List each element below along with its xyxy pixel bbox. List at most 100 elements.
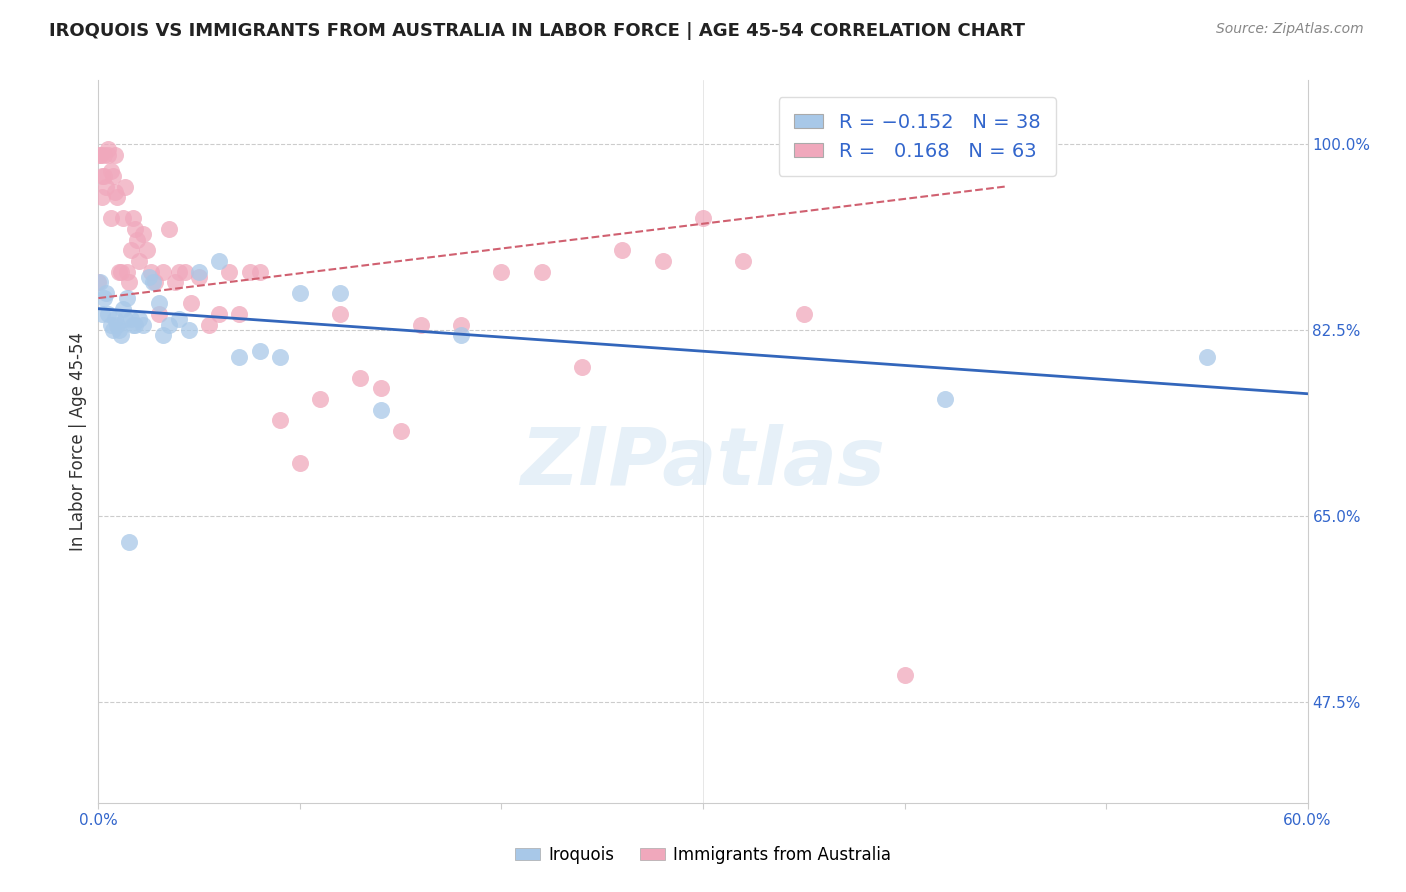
Point <box>89 147 111 161</box>
Point <box>96 179 118 194</box>
Point <box>91 169 114 183</box>
Point <box>143 275 166 289</box>
Point <box>409 318 432 332</box>
Point <box>93 291 115 305</box>
Point <box>389 424 412 438</box>
Point <box>97 147 120 161</box>
Point <box>91 190 114 204</box>
Point <box>103 147 125 161</box>
Point <box>100 211 122 226</box>
Point <box>107 323 129 337</box>
Text: Source: ZipAtlas.com: Source: ZipAtlas.com <box>1216 22 1364 37</box>
Point <box>93 147 115 161</box>
Point <box>239 264 262 278</box>
Point <box>329 307 352 321</box>
Point <box>269 413 291 427</box>
Y-axis label: In Labor Force | Age 45-54: In Labor Force | Age 45-54 <box>69 332 87 551</box>
Point <box>124 318 146 332</box>
Point <box>118 275 141 289</box>
Point <box>125 233 148 247</box>
Point <box>188 264 211 278</box>
Legend: R = −0.152   N = 38, R =   0.168   N = 63: R = −0.152 N = 38, R = 0.168 N = 63 <box>779 97 1056 176</box>
Point <box>105 190 128 204</box>
Point <box>491 264 513 278</box>
Point <box>692 211 714 226</box>
Point <box>288 285 311 300</box>
Point <box>180 296 202 310</box>
Text: ZIPatlas: ZIPatlas <box>520 425 886 502</box>
Point <box>114 312 136 326</box>
Point <box>148 307 170 321</box>
Point <box>89 275 111 289</box>
Point <box>893 668 915 682</box>
Point <box>121 211 143 226</box>
Point <box>198 318 221 332</box>
Point <box>118 535 141 549</box>
Point <box>450 328 472 343</box>
Point <box>101 169 124 183</box>
Point <box>97 142 120 156</box>
Point <box>167 312 190 326</box>
Point <box>96 285 118 300</box>
Point <box>179 323 201 337</box>
Point <box>793 307 815 321</box>
Point <box>530 264 553 278</box>
Point <box>114 179 136 194</box>
Point <box>288 456 311 470</box>
Point <box>115 291 138 305</box>
Point <box>208 307 231 321</box>
Point <box>91 307 114 321</box>
Point <box>249 344 271 359</box>
Point <box>89 147 111 161</box>
Point <box>571 360 593 375</box>
Point <box>218 264 240 278</box>
Point <box>249 264 271 278</box>
Point <box>450 318 472 332</box>
Legend: Iroquois, Immigrants from Australia: Iroquois, Immigrants from Australia <box>509 839 897 871</box>
Point <box>329 285 352 300</box>
Point <box>167 264 190 278</box>
Point <box>93 169 115 183</box>
Point <box>103 185 125 199</box>
Point <box>97 307 120 321</box>
Point <box>100 163 122 178</box>
Point <box>142 275 165 289</box>
Point <box>174 264 197 278</box>
Point <box>128 312 150 326</box>
Point <box>370 381 392 395</box>
Point <box>110 328 132 343</box>
Point <box>138 269 160 284</box>
Point <box>111 211 134 226</box>
Point <box>1195 350 1218 364</box>
Text: IROQUOIS VS IMMIGRANTS FROM AUSTRALIA IN LABOR FORCE | AGE 45-54 CORRELATION CHA: IROQUOIS VS IMMIGRANTS FROM AUSTRALIA IN… <box>49 22 1025 40</box>
Point <box>103 312 125 326</box>
Point <box>208 254 231 268</box>
Point <box>309 392 332 406</box>
Point <box>105 318 128 332</box>
Point <box>121 318 143 332</box>
Point <box>110 264 132 278</box>
Point <box>651 254 673 268</box>
Point <box>157 222 180 236</box>
Point <box>115 264 138 278</box>
Point <box>934 392 956 406</box>
Point <box>135 244 157 258</box>
Point <box>228 350 250 364</box>
Point <box>370 402 392 417</box>
Point <box>101 323 124 337</box>
Point <box>152 328 174 343</box>
Point <box>111 301 134 316</box>
Point <box>188 269 211 284</box>
Point <box>228 307 250 321</box>
Point <box>148 296 170 310</box>
Point <box>269 350 291 364</box>
Point <box>87 275 110 289</box>
Point <box>107 264 129 278</box>
Point <box>139 264 162 278</box>
Point <box>349 371 371 385</box>
Point <box>120 312 142 326</box>
Point <box>100 318 122 332</box>
Point <box>120 244 142 258</box>
Point <box>157 318 180 332</box>
Point <box>733 254 755 268</box>
